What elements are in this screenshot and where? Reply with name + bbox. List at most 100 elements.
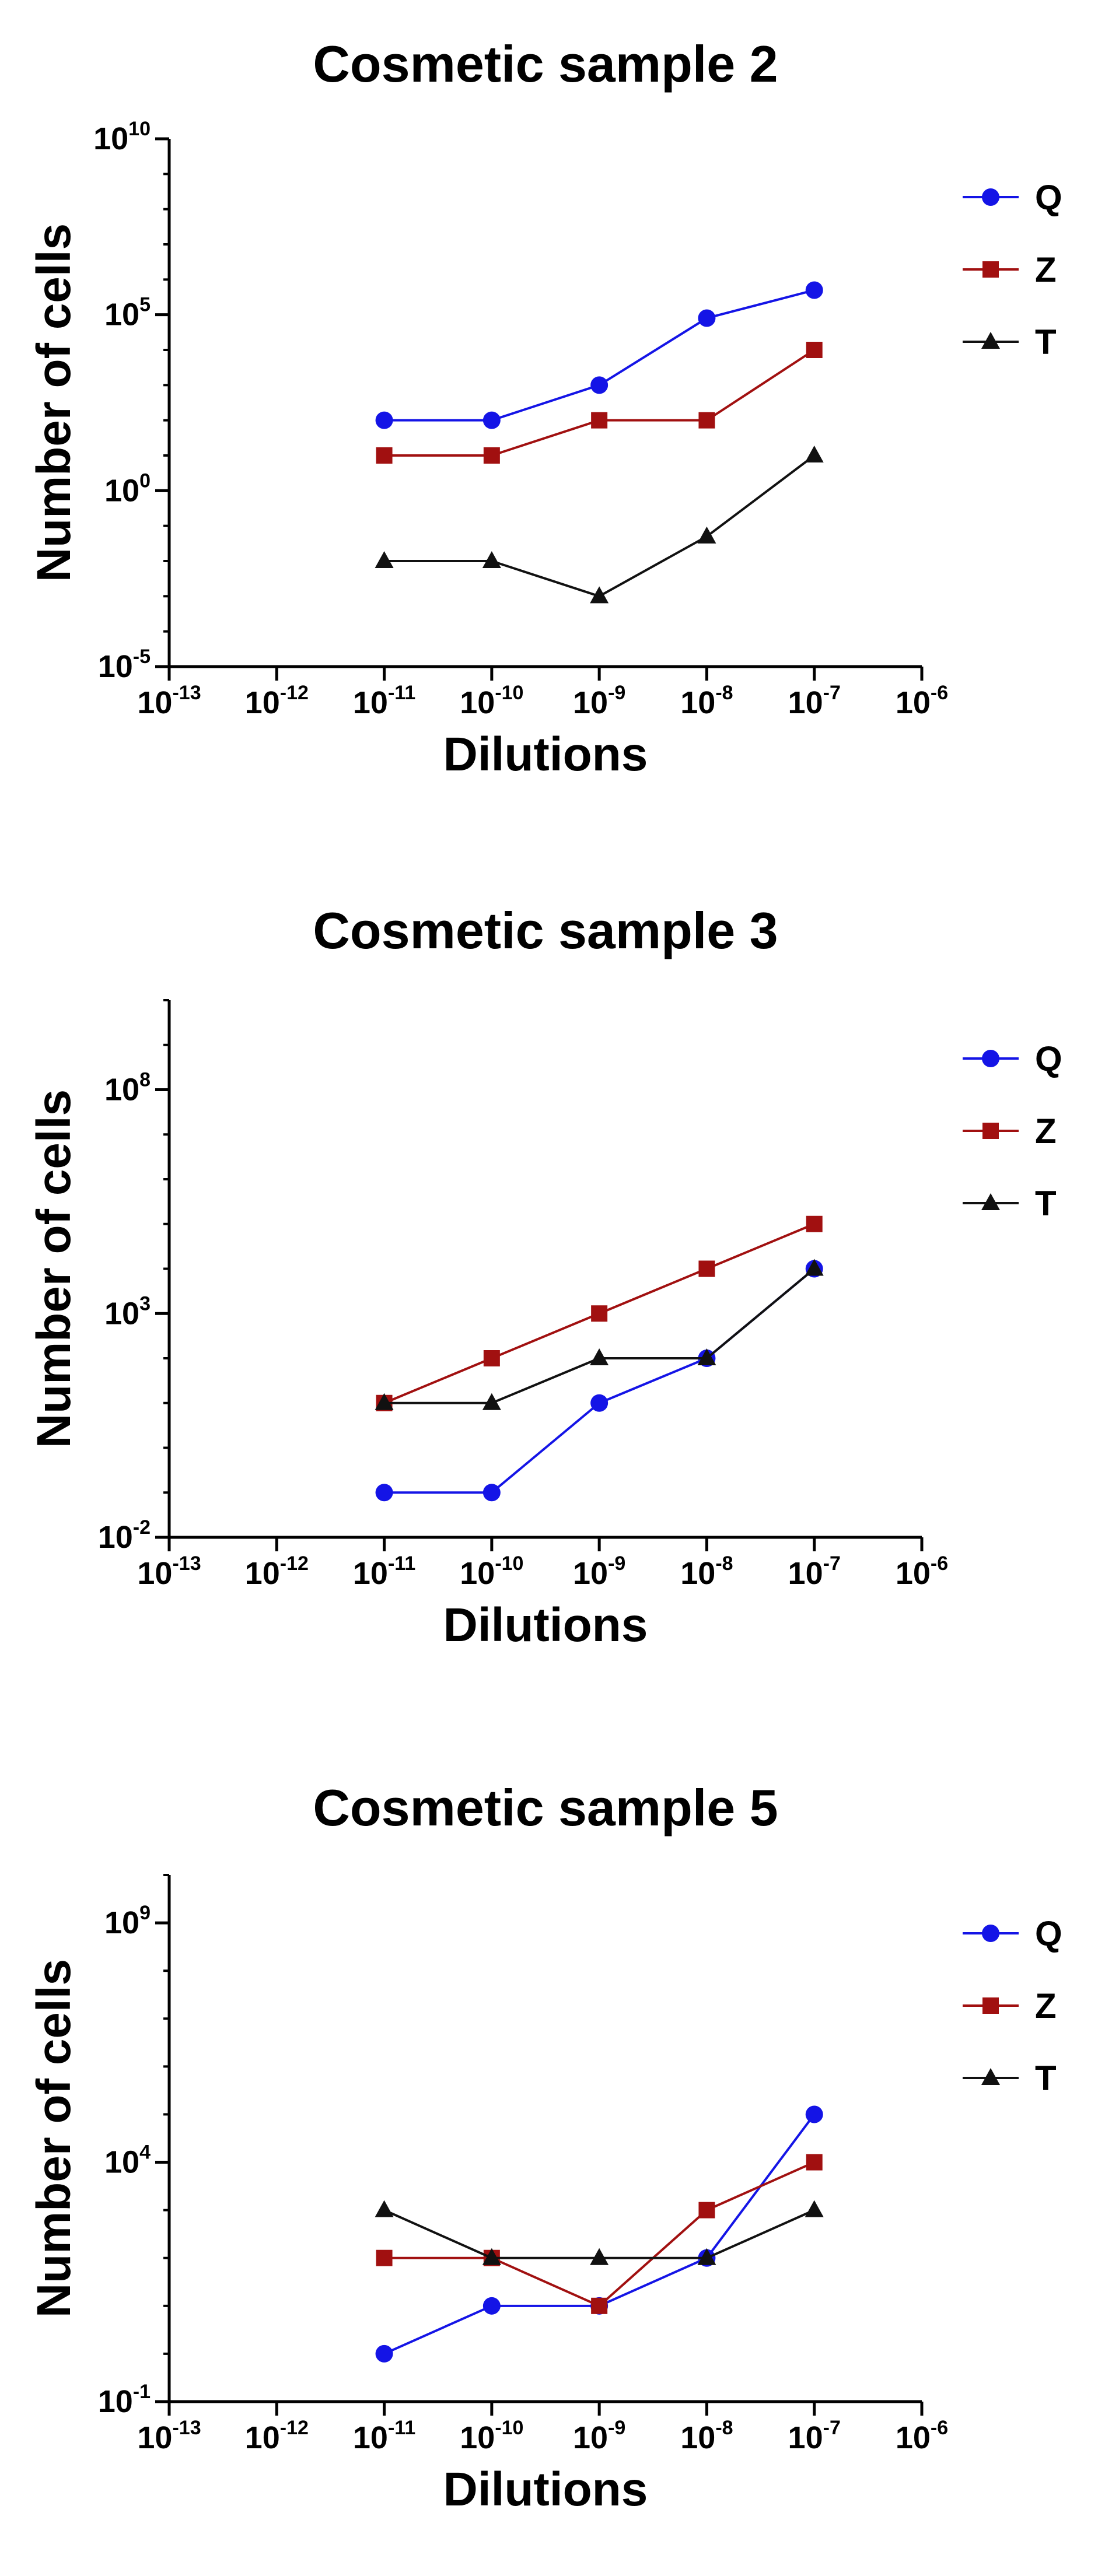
tick-label: 1010 xyxy=(93,118,151,156)
tick-label: 10-8 xyxy=(680,682,733,720)
chart-panel-sample-2: Cosmetic sample 2 10-5 100 105 1010 10-13 10-1… xyxy=(27,35,1062,781)
series-Q xyxy=(375,1260,823,1502)
tick-label: 10-6 xyxy=(896,2417,948,2455)
data-point-T xyxy=(590,586,609,604)
tick-label: 109 xyxy=(104,1902,151,1940)
data-point-T xyxy=(590,1348,609,1365)
legend-label: T xyxy=(1035,2059,1057,2098)
tick-label: 10-9 xyxy=(573,2417,625,2455)
data-point-Z xyxy=(698,2202,715,2218)
tick-label: 10-10 xyxy=(460,2417,523,2455)
data-point-Q xyxy=(590,376,609,394)
tick-label: 10-10 xyxy=(460,682,523,720)
data-point-T xyxy=(375,551,394,568)
legend-marker-Z xyxy=(982,1123,999,1139)
legend-marker-Q xyxy=(982,188,999,206)
legend-item-Q: Q xyxy=(963,1039,1062,1078)
y-axis-label: Number of cells xyxy=(27,223,81,582)
series-Q xyxy=(375,2105,823,2363)
tick-label: 10-12 xyxy=(245,1552,309,1591)
series-T xyxy=(375,446,824,604)
tick-label: 10-13 xyxy=(137,2417,201,2455)
series-line-Q xyxy=(384,1267,815,1494)
data-point-T xyxy=(697,1348,716,1365)
tick-label: 10-11 xyxy=(353,2417,415,2455)
data-point-T xyxy=(482,2248,501,2265)
tick-label: 10-8 xyxy=(680,2417,733,2455)
series-line-Q xyxy=(383,2114,816,2355)
legend-item-Q: Q xyxy=(963,1914,1062,1953)
chart-title: Cosmetic sample 5 xyxy=(313,1779,778,1837)
series-T xyxy=(375,1259,824,1410)
data-point-Q xyxy=(805,2105,823,2123)
tick-label: 10-13 xyxy=(137,682,201,720)
legend-marker-T xyxy=(981,332,1000,349)
tick-label: 10-12 xyxy=(245,682,309,720)
tick-label: 10-10 xyxy=(460,1552,523,1591)
legend-item-T: T xyxy=(963,2059,1057,2098)
tick-label: 10-11 xyxy=(353,682,415,720)
series-line-T xyxy=(384,454,815,598)
data-point-Z xyxy=(806,342,823,358)
data-point-Z xyxy=(806,2154,823,2171)
chart-panel-sample-3: Cosmetic sample 3 10-2 103 108 10-13 10-12 10-… xyxy=(27,902,1062,1652)
tick-label: 10-1 xyxy=(98,2381,151,2419)
data-point-T xyxy=(482,1393,501,1410)
tick-label: 10-12 xyxy=(245,2417,309,2455)
data-point-Z xyxy=(591,412,608,429)
legend-marker-Z xyxy=(982,261,999,278)
tick-label: 10-5 xyxy=(98,646,151,684)
legend-label: T xyxy=(1035,323,1057,362)
data-point-Z xyxy=(376,447,393,464)
legend-item-Z: Z xyxy=(963,1112,1057,1151)
data-point-T xyxy=(375,2200,394,2217)
series-T xyxy=(375,2200,824,2265)
data-point-Z xyxy=(483,447,500,464)
tick-label: 10-13 xyxy=(137,1552,201,1591)
tick-label: 10-11 xyxy=(353,1552,415,1591)
data-point-T xyxy=(375,1393,394,1410)
legend-label: Z xyxy=(1035,250,1057,289)
series-Q xyxy=(375,281,823,429)
legend-item-T: T xyxy=(963,1184,1057,1223)
data-point-Q xyxy=(482,1484,501,1502)
tick-label: 10-2 xyxy=(98,1516,151,1555)
data-point-Q xyxy=(805,281,823,299)
data-point-Q xyxy=(375,411,393,429)
legend-marker-T xyxy=(981,1193,1000,1210)
legend-marker-Z xyxy=(982,1997,999,2014)
legend-label: T xyxy=(1035,1184,1057,1223)
tick-label: 10-9 xyxy=(573,1552,625,1591)
legend-item-Z: Z xyxy=(963,1986,1057,2025)
x-axis-label: Dilutions xyxy=(443,1599,648,1652)
legend-label: Q xyxy=(1035,1914,1062,1953)
tick-label: 100 xyxy=(104,469,151,508)
legend-label: Z xyxy=(1035,1112,1057,1151)
tick-label: 104 xyxy=(104,2142,151,2180)
data-point-Q xyxy=(482,411,501,429)
tick-label: 10-6 xyxy=(896,1552,948,1591)
data-point-Z xyxy=(591,1305,608,1322)
tick-label: 10-7 xyxy=(788,2417,841,2455)
legend-label: Q xyxy=(1035,178,1062,217)
tick-label: 10-7 xyxy=(788,1552,841,1591)
chart-title: Cosmetic sample 2 xyxy=(313,35,778,93)
legend-marker-T xyxy=(981,2068,1000,2085)
data-point-T xyxy=(590,2248,609,2265)
data-point-Q xyxy=(482,2297,501,2315)
data-point-Z xyxy=(591,2297,608,2314)
series-line-Z xyxy=(384,349,815,457)
series-line-Z xyxy=(384,2161,815,2308)
x-axis-label: Dilutions xyxy=(443,728,648,781)
data-point-Z xyxy=(483,1350,500,1366)
data-point-Z xyxy=(698,412,715,429)
legend-marker-Q xyxy=(982,1050,999,1067)
series-Z xyxy=(376,1215,823,1411)
data-point-Z xyxy=(806,1215,823,1232)
data-point-T xyxy=(697,2248,716,2265)
data-point-Z xyxy=(698,1260,715,1277)
tick-label: 10-8 xyxy=(680,1552,733,1591)
chart-title: Cosmetic sample 3 xyxy=(313,902,778,959)
data-point-Q xyxy=(590,1394,609,1412)
